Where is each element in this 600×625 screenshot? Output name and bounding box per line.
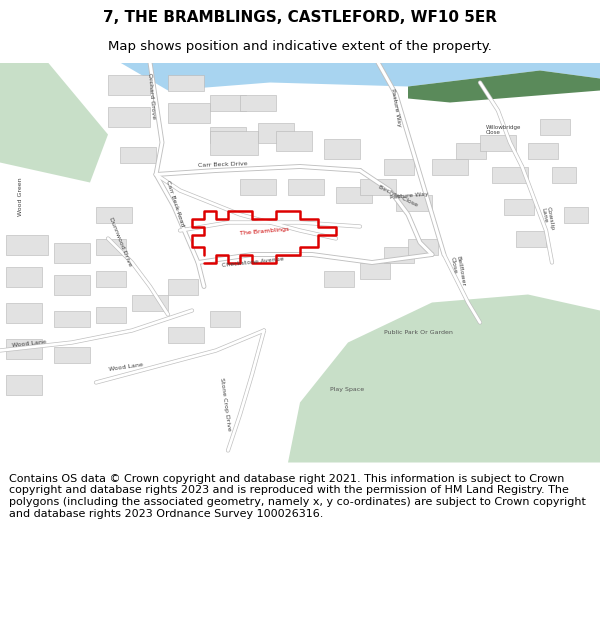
Text: Wood Lane: Wood Lane (12, 339, 47, 348)
Bar (108, 74, 150, 94)
Bar (456, 142, 486, 159)
Text: Stone Crop Drive: Stone Crop Drive (219, 378, 232, 431)
Bar (492, 166, 528, 182)
Bar (120, 146, 156, 162)
Bar (96, 306, 126, 322)
Text: Contains OS data © Crown copyright and database right 2021. This information is : Contains OS data © Crown copyright and d… (9, 474, 586, 519)
Bar (132, 294, 168, 311)
Text: Orchard Grove: Orchard Grove (147, 73, 156, 119)
Bar (396, 194, 432, 211)
Bar (54, 311, 90, 326)
Text: Cowslip
Lane: Cowslip Lane (540, 206, 555, 231)
Bar (6, 302, 42, 322)
Bar (210, 311, 240, 326)
Bar (528, 142, 558, 159)
Bar (168, 326, 204, 342)
Polygon shape (120, 62, 300, 91)
Bar (432, 159, 468, 174)
Bar (324, 139, 360, 159)
Bar (504, 199, 534, 214)
Bar (288, 179, 324, 194)
Text: Pasture Way: Pasture Way (390, 89, 401, 127)
Bar (564, 206, 588, 222)
Bar (336, 186, 372, 202)
Bar (360, 179, 396, 194)
Text: Wood Green: Wood Green (18, 177, 23, 216)
Bar (258, 122, 294, 142)
Text: Carr Beck Drive: Carr Beck Drive (198, 161, 248, 168)
Bar (6, 266, 42, 286)
Bar (480, 134, 516, 151)
Bar (210, 131, 258, 154)
Bar (276, 131, 312, 151)
Text: Map shows position and indicative extent of the property.: Map shows position and indicative extent… (108, 41, 492, 53)
Bar (540, 119, 570, 134)
Bar (384, 246, 414, 262)
Bar (168, 74, 204, 91)
Bar (96, 271, 126, 286)
Text: 7, THE BRAMBLINGS, CASTLEFORD, WF10 5ER: 7, THE BRAMBLINGS, CASTLEFORD, WF10 5ER (103, 10, 497, 25)
Bar (324, 271, 354, 286)
Bar (6, 234, 48, 254)
Text: Willowbridge
Close: Willowbridge Close (486, 125, 521, 136)
Text: Carr Beck Road: Carr Beck Road (165, 180, 185, 228)
Bar (210, 126, 246, 142)
Bar (552, 166, 576, 182)
Text: Checkstone Avenue: Checkstone Avenue (222, 256, 284, 268)
Bar (408, 239, 438, 254)
Text: Pasture Way: Pasture Way (390, 191, 429, 199)
Bar (360, 262, 390, 279)
Polygon shape (408, 71, 600, 102)
Bar (384, 159, 414, 174)
Bar (108, 106, 150, 126)
Bar (6, 374, 42, 394)
Text: Bellflower
Close: Bellflower Close (450, 255, 466, 288)
Bar (96, 206, 132, 222)
Polygon shape (288, 294, 600, 462)
Bar (6, 339, 42, 359)
Bar (240, 94, 276, 111)
Text: Dunnwood Drive: Dunnwood Drive (108, 217, 133, 268)
Bar (210, 94, 246, 111)
Bar (96, 239, 126, 254)
Bar (54, 274, 90, 294)
Bar (240, 179, 276, 194)
Polygon shape (0, 62, 108, 182)
Text: Play Space: Play Space (330, 386, 364, 391)
Text: Wood Lane: Wood Lane (108, 362, 143, 371)
Text: The Bramblings: The Bramblings (240, 226, 290, 236)
Bar (516, 231, 546, 246)
Bar (168, 279, 198, 294)
Polygon shape (270, 62, 600, 86)
Bar (168, 102, 210, 122)
Text: Birchen Close: Birchen Close (378, 184, 419, 208)
Bar (54, 346, 90, 362)
Bar (54, 242, 90, 262)
Text: Public Park Or Garden: Public Park Or Garden (384, 331, 453, 336)
